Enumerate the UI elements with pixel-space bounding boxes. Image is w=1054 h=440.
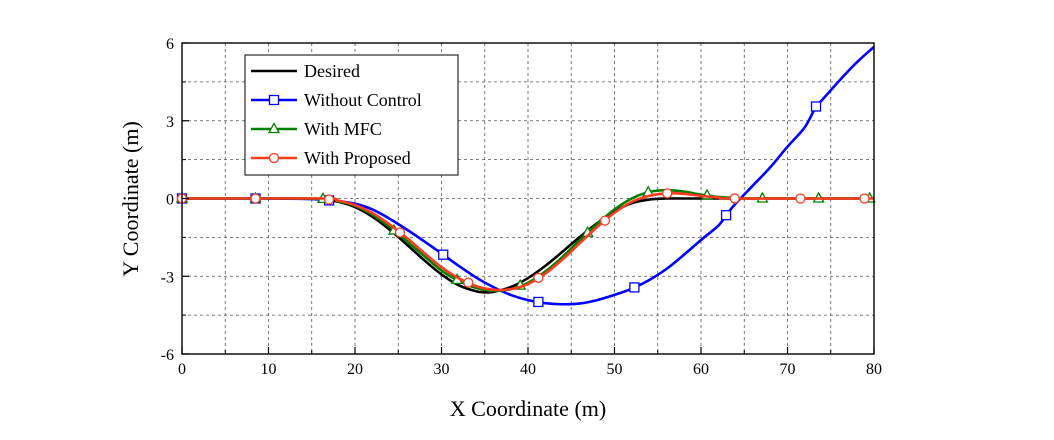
legend-item: With MFC — [251, 119, 382, 139]
x-tick-label: 40 — [520, 361, 536, 378]
legend-marker — [267, 122, 281, 134]
legend-label: With MFC — [304, 119, 382, 139]
data-point — [720, 210, 732, 221]
series-with-proposed — [176, 188, 875, 292]
legend-item: With Proposed — [251, 148, 411, 168]
y-axis-title: Y Coordinate (m) — [118, 121, 143, 277]
x-tick-label: 60 — [693, 361, 709, 378]
data-point — [795, 193, 806, 204]
series-line — [181, 45, 875, 306]
legend-marker — [268, 94, 280, 106]
data-point — [394, 227, 406, 238]
x-tick-label: 20 — [347, 361, 363, 378]
y-tick-label: -3 — [161, 269, 174, 286]
legend-label: With Proposed — [304, 148, 411, 168]
data-point — [729, 193, 740, 204]
legend-label: Desired — [304, 61, 360, 81]
legend-item: Desired — [251, 61, 360, 81]
axis-ticks: 0 10 20 30 40 50 60 70 80 -6 -3 0 3 6 — [161, 36, 882, 378]
data-point — [323, 194, 335, 205]
legend-marker — [268, 152, 280, 164]
data-point — [859, 193, 870, 204]
legend: Desired Without Control With MFC With Propo… — [244, 54, 459, 176]
x-tick-label: 70 — [780, 361, 796, 378]
x-tick-label: 80 — [866, 361, 882, 378]
y-tick-label: 3 — [166, 114, 174, 131]
data-point — [599, 215, 611, 226]
y-tick-label: 0 — [166, 192, 174, 209]
data-point — [438, 249, 449, 260]
y-tick-label: -6 — [161, 347, 174, 364]
series-with-mfc — [175, 185, 876, 293]
data-point — [810, 101, 822, 112]
x-tick-label: 0 — [178, 361, 186, 378]
data-point — [250, 193, 261, 204]
x-tick-label: 50 — [607, 361, 623, 378]
series-layer — [175, 45, 876, 308]
legend-box — [244, 54, 459, 176]
data-point — [629, 282, 640, 293]
legend-label: Without Control — [304, 90, 422, 110]
data-point — [463, 277, 474, 288]
x-tick-label: 10 — [261, 361, 277, 378]
x-axis-title: X Coordinate (m) — [450, 396, 606, 421]
series-line — [181, 191, 875, 292]
x-tick-label: 30 — [434, 361, 450, 378]
y-tick-label: 6 — [166, 36, 174, 53]
data-point — [533, 296, 544, 308]
data-point — [662, 188, 673, 199]
data-point — [533, 272, 544, 283]
legend-item: Without Control — [251, 90, 422, 110]
